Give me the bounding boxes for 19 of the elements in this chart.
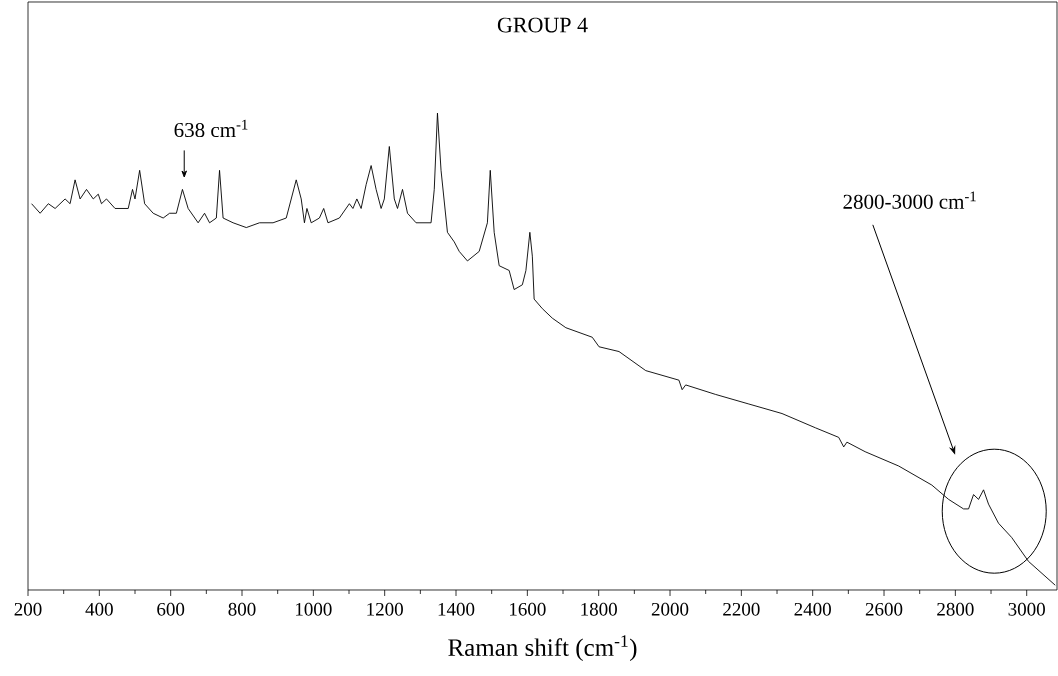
x-tick-label: 2000: [651, 602, 689, 616]
x-tick-label: 1800: [581, 602, 617, 616]
x-tick-label: 200: [14, 602, 42, 616]
chart-title: GROUP 4: [497, 17, 588, 33]
x-tick-label: 1200: [367, 602, 403, 616]
x-tick-label: 3000: [1008, 602, 1045, 616]
x-tick-label: 1600: [510, 602, 546, 616]
annotation: 638 cm$^{-1}$: [174, 119, 248, 138]
x-tick-label: 2800: [937, 602, 974, 616]
x-tick-label: 400: [85, 602, 113, 616]
x-tick-label: 1400: [438, 602, 475, 616]
x-axis-title: Raman shift (cm$^{-1}$): [448, 635, 637, 662]
annotation: 2800-3000 cm$^{-1}$: [843, 191, 976, 209]
x-tick-label: 2200: [723, 602, 760, 616]
x-tick-label: 1000: [296, 602, 332, 616]
x-tick-label: 2400: [794, 602, 831, 616]
x-tick-label: 2600: [865, 602, 903, 616]
x-tick-label: 800: [228, 602, 256, 616]
x-tick-label: 600: [157, 602, 185, 616]
